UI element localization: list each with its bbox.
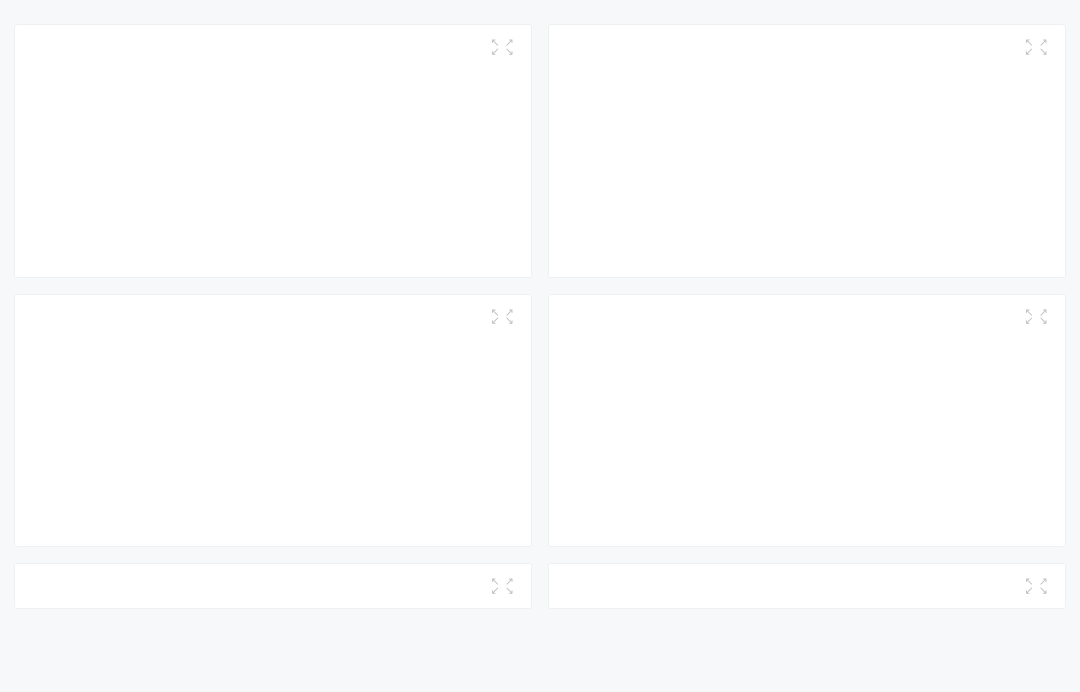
expand-icon[interactable]: ↖ ↗ ↙ ↘ <box>1025 39 1050 57</box>
card-team-velocity: ↖ ↗ ↙ ↘ <box>14 563 532 609</box>
bar-chart-completed <box>31 336 515 536</box>
card-completed-tasks: ↖ ↗ ↙ ↘ <box>14 294 532 548</box>
card-iteration-analysis: ↖ ↗ ↙ ↘ <box>548 563 1066 609</box>
expand-icon[interactable]: ↖ ↗ ↙ ↘ <box>491 309 516 327</box>
dashboard-grid: ↖ ↗ ↙ ↘ ↖ ↗ ↙ ↘ ↖ ↗ ↙ ↘ ↖ ↗ ↙ ↘ <box>14 24 1066 609</box>
card-demand-status: ↖ ↗ ↙ ↘ <box>14 24 532 278</box>
expand-icon[interactable]: ↖ ↗ ↙ ↘ <box>491 39 516 57</box>
expand-icon[interactable]: ↖ ↗ ↙ ↘ <box>491 578 516 596</box>
expand-icon[interactable]: ↖ ↗ ↙ ↘ <box>1025 578 1050 596</box>
bar-chart-demand <box>31 67 515 267</box>
donut-chart-executor <box>565 67 1049 267</box>
expand-icon[interactable]: ↖ ↗ ↙ ↘ <box>1025 309 1050 327</box>
card-task-executor: ↖ ↗ ↙ ↘ <box>548 24 1066 278</box>
line-chart-defect <box>565 336 1049 526</box>
card-defect-trend: ↖ ↗ ↙ ↘ <box>548 294 1066 548</box>
